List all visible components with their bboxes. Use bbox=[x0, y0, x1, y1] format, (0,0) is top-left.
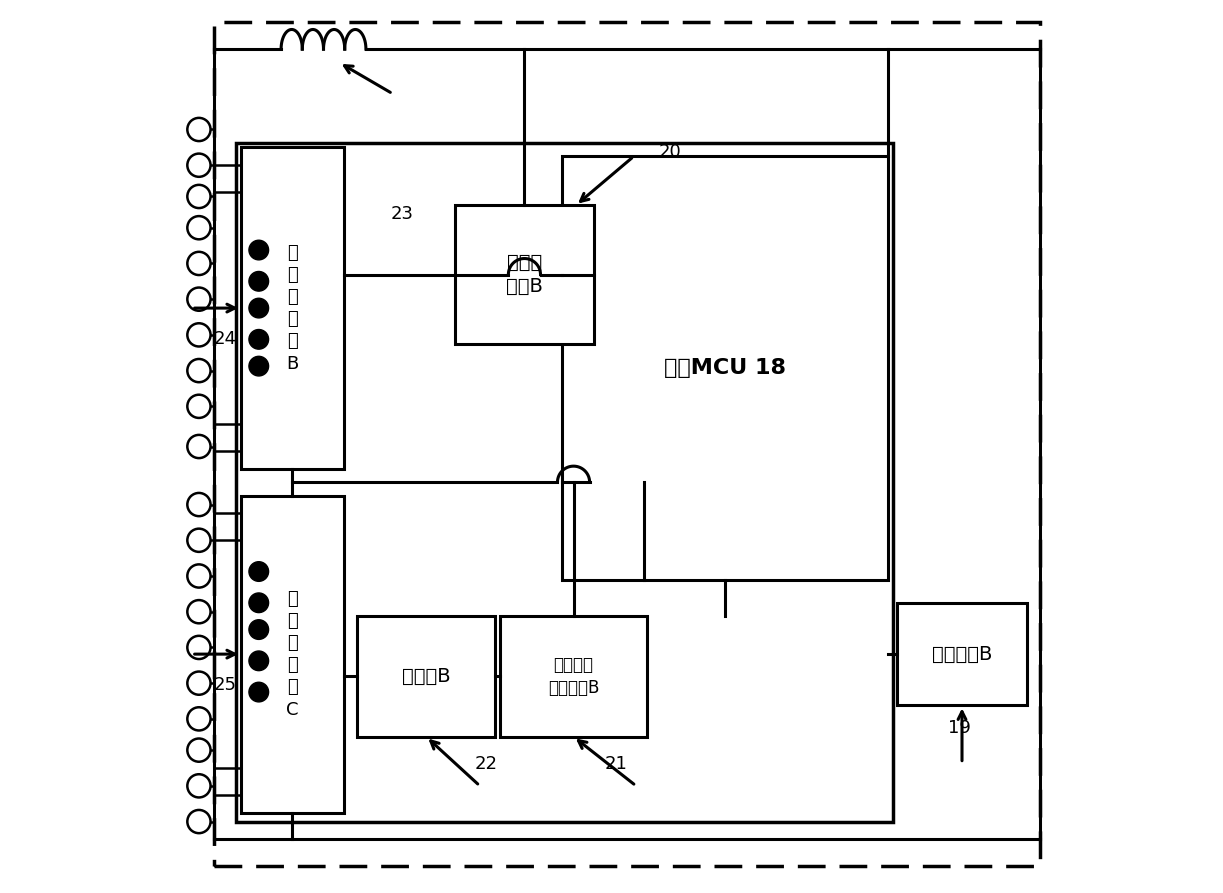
Circle shape bbox=[249, 330, 269, 349]
Text: 通
道
选
择
器
B: 通 道 选 择 器 B bbox=[286, 244, 298, 372]
Text: 22: 22 bbox=[475, 755, 498, 772]
Bar bbox=[241, 496, 344, 813]
Bar bbox=[563, 156, 888, 580]
Circle shape bbox=[249, 593, 269, 613]
Text: 参考电压
调节电路B: 参考电压 调节电路B bbox=[548, 656, 599, 697]
Circle shape bbox=[249, 356, 269, 376]
Circle shape bbox=[249, 651, 269, 671]
Text: 第二MCU 18: 第二MCU 18 bbox=[664, 358, 786, 379]
Text: 比较器B: 比较器B bbox=[402, 667, 450, 686]
Text: 数据转
换器B: 数据转 换器B bbox=[506, 254, 543, 296]
Bar bbox=[455, 205, 593, 344]
Bar bbox=[241, 147, 344, 469]
Text: 19: 19 bbox=[948, 719, 971, 737]
Text: 存储单元B: 存储单元B bbox=[932, 645, 992, 663]
Text: 20: 20 bbox=[658, 143, 681, 161]
Circle shape bbox=[249, 240, 269, 260]
Circle shape bbox=[249, 682, 269, 702]
Circle shape bbox=[249, 298, 269, 318]
Circle shape bbox=[249, 271, 269, 291]
Circle shape bbox=[249, 562, 269, 581]
Bar bbox=[357, 616, 495, 737]
Text: 21: 21 bbox=[604, 755, 627, 772]
Bar bbox=[898, 603, 1027, 705]
Bar bbox=[500, 616, 647, 737]
Text: 通
道
选
择
器
C: 通 道 选 择 器 C bbox=[286, 589, 298, 719]
Circle shape bbox=[249, 620, 269, 639]
Text: 23: 23 bbox=[390, 205, 413, 223]
Text: 24: 24 bbox=[213, 330, 236, 348]
Bar bbox=[236, 143, 893, 822]
Text: 25: 25 bbox=[213, 676, 236, 695]
